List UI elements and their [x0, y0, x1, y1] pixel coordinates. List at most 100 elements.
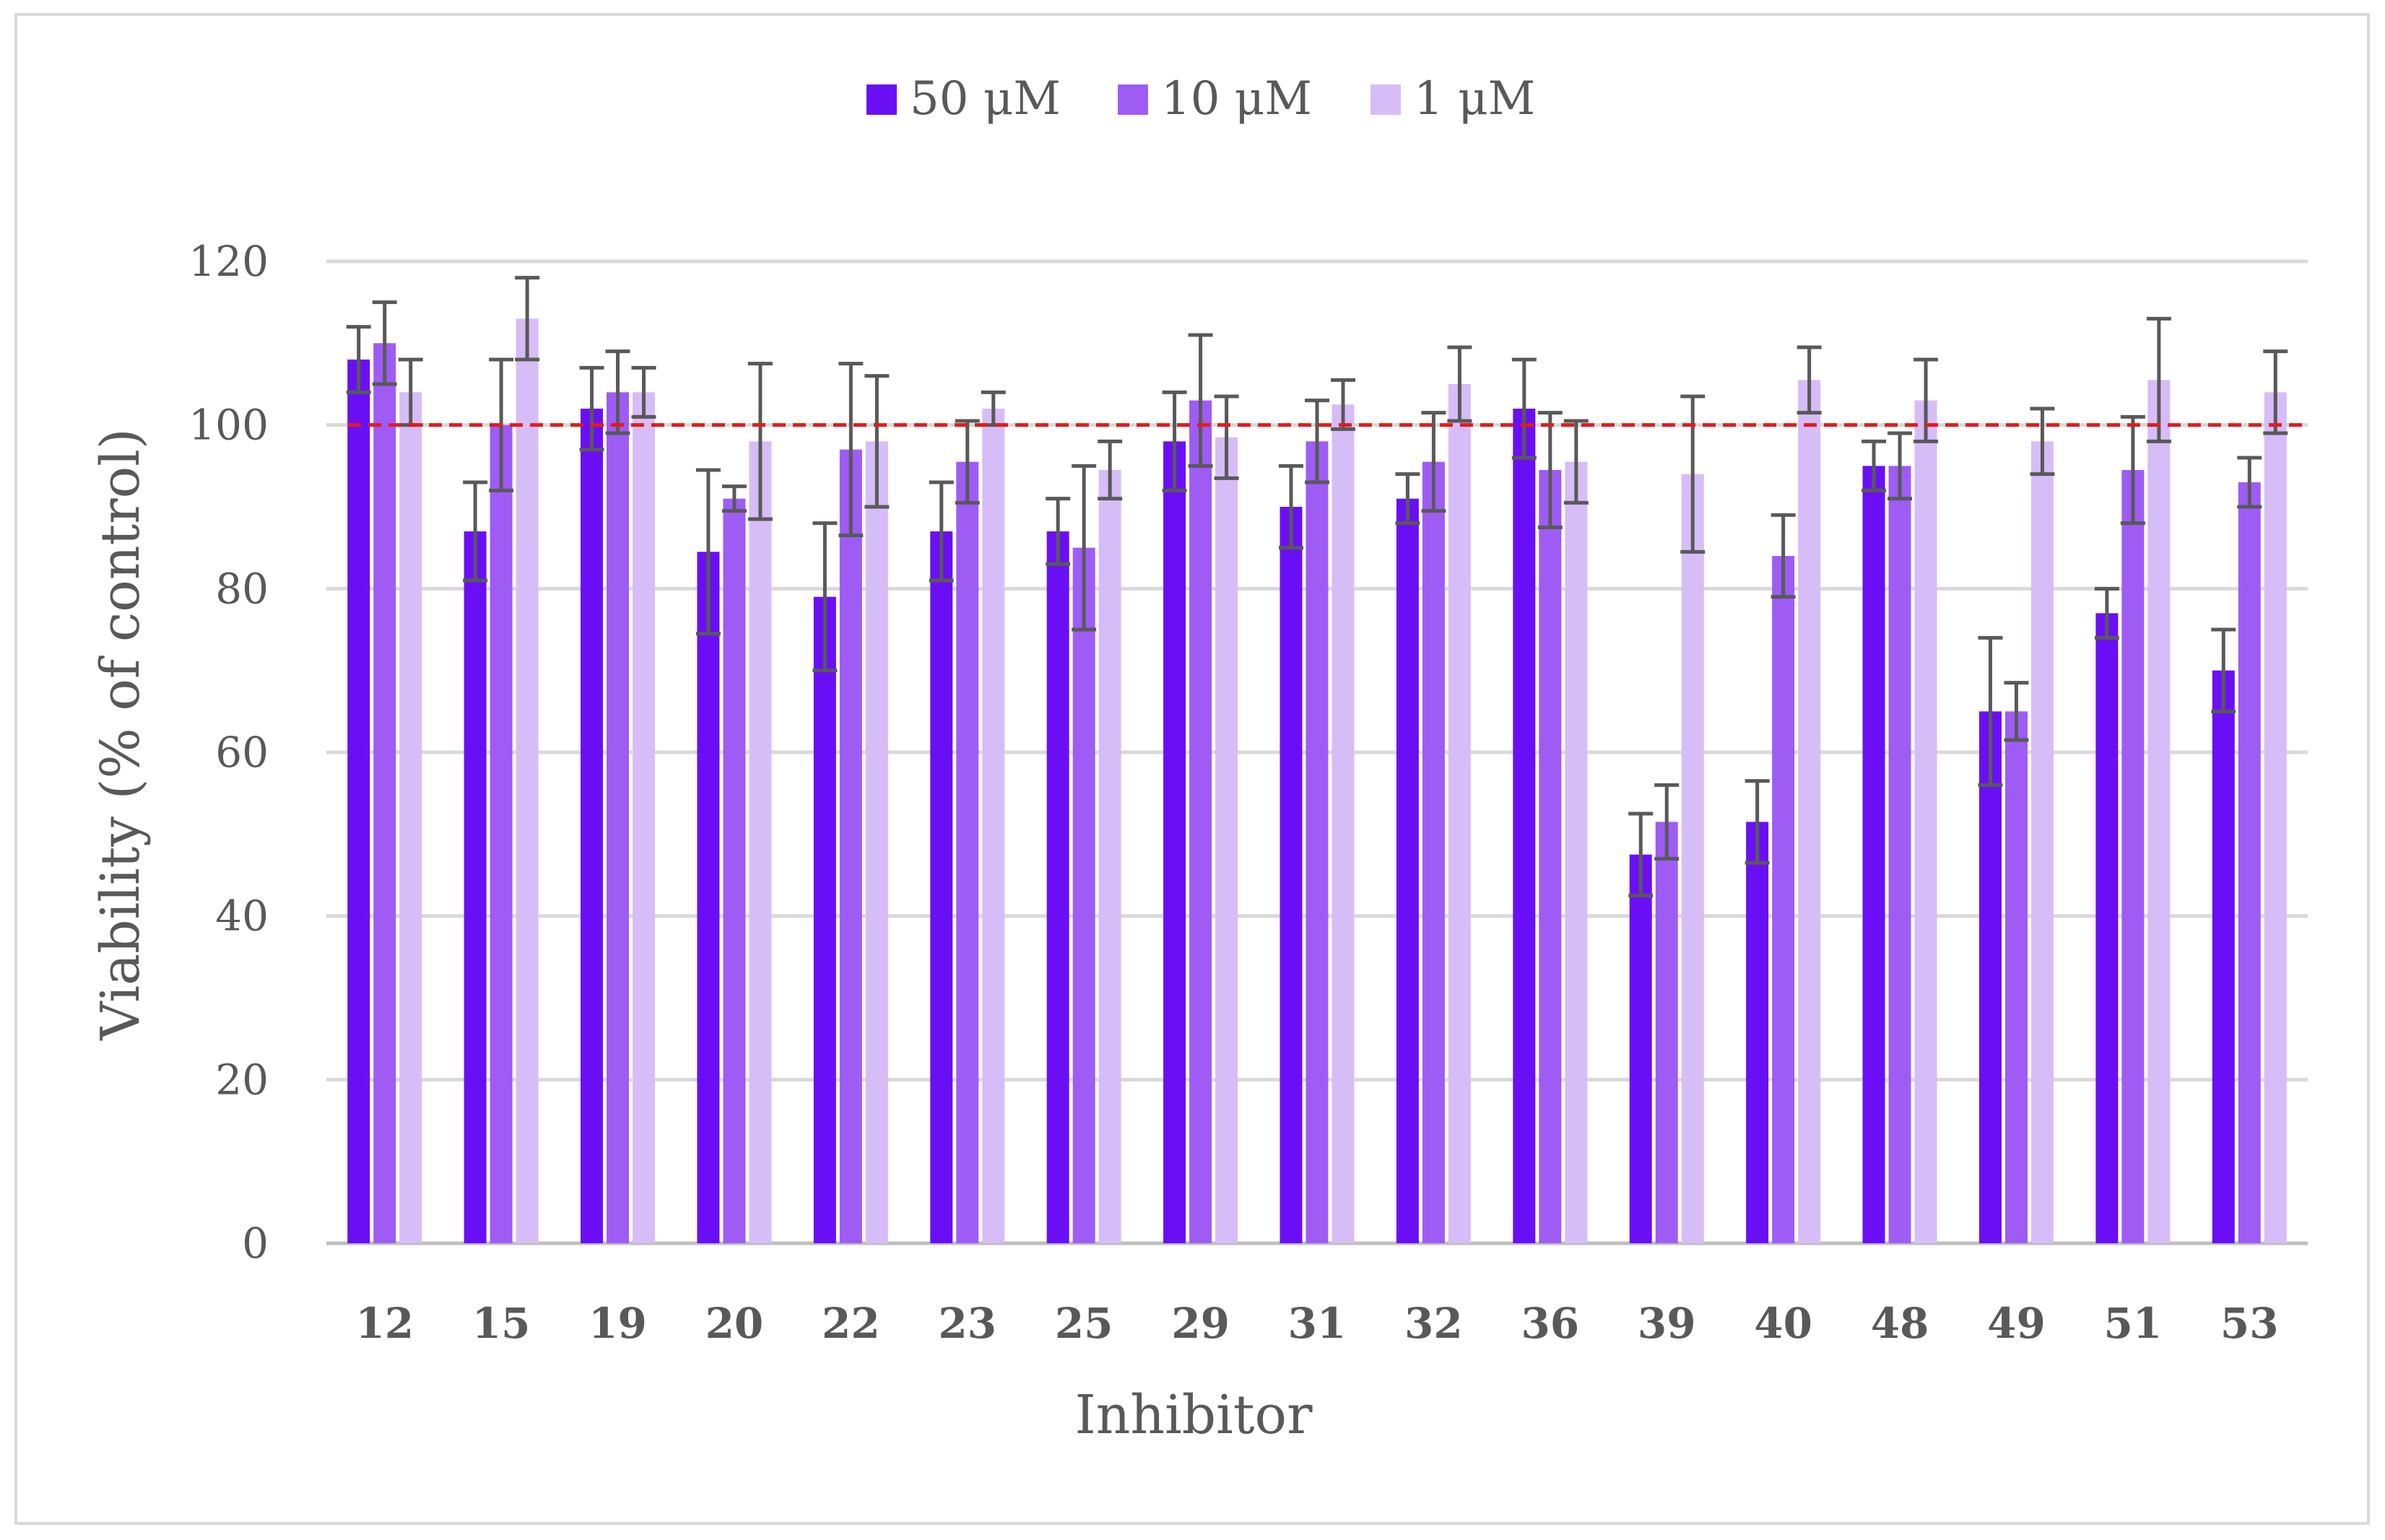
error-bar-36-series-1: [1511, 357, 1537, 460]
legend-label-3: 1 μM: [1414, 72, 1535, 126]
legend: 50 μM 10 μM 1 μM: [866, 72, 1535, 126]
bar-39-series-1: [1629, 854, 1652, 1243]
error-bar-20-series-3: [747, 362, 773, 521]
x-tick-label: 39: [1638, 1299, 1696, 1348]
x-axis-title: Inhibitor: [1075, 1384, 1313, 1446]
x-tick-label: 40: [1754, 1299, 1812, 1348]
bar-31-series-3: [1331, 404, 1355, 1244]
bar-32-series-3: [1448, 384, 1471, 1243]
bar-22-series-3: [865, 441, 888, 1244]
error-bar-15-series-1: [463, 480, 488, 583]
x-tick-label: 31: [1288, 1299, 1347, 1348]
bar-32-series-1: [1396, 498, 1419, 1243]
x-tick-labels: 12 15 19 20 22 23 25 29 31 32 36 39 40 48 49 51 53: [355, 1299, 2278, 1348]
x-tick-label: 36: [1521, 1299, 1579, 1348]
error-bar-48-series-3: [1913, 357, 1939, 443]
bar-53-series-2: [2238, 482, 2261, 1243]
bar-23-series-1: [930, 531, 953, 1243]
bar-15-series-1: [464, 531, 487, 1243]
error-bar-29-series-1: [1162, 390, 1187, 492]
bar-51-series-1: [2095, 613, 2119, 1243]
bar-19-series-2: [607, 392, 630, 1244]
error-bar-19-series-1: [579, 365, 604, 452]
error-bar-39-series-2: [1654, 783, 1680, 861]
error-bar-49-series-1: [1978, 635, 2003, 787]
error-bar-39-series-1: [1628, 812, 1654, 897]
bar-36-series-1: [1513, 409, 1536, 1243]
bar-51-series-2: [2121, 470, 2145, 1243]
bar-40-series-2: [1772, 556, 1795, 1243]
bar-39-series-2: [1655, 822, 1678, 1243]
x-tick-label: 51: [2104, 1299, 2163, 1348]
bar-31-series-1: [1280, 507, 1303, 1243]
y-tick-label: 100: [188, 401, 269, 450]
x-tick-label: 19: [588, 1299, 647, 1348]
x-tick-label: 20: [705, 1299, 764, 1348]
bar-12-series-3: [399, 392, 422, 1244]
bar-19-series-1: [581, 409, 604, 1243]
legend-swatch-2: [1118, 84, 1148, 115]
bar-25-series-1: [1046, 531, 1069, 1243]
error-bar-51-series-2: [2120, 414, 2145, 526]
legend-label-2: 10 μM: [1161, 72, 1312, 126]
y-tick-label: 60: [215, 728, 269, 777]
bar-49-series-3: [2030, 441, 2054, 1244]
y-tick-label: 80: [215, 564, 269, 613]
y-tick-label: 40: [215, 892, 269, 941]
error-bar-48-series-2: [1887, 431, 1913, 501]
error-bar-23-series-1: [929, 480, 954, 583]
bar-32-series-2: [1422, 461, 1445, 1243]
y-tick-label: 20: [215, 1055, 269, 1104]
bar-49-series-2: [2004, 711, 2028, 1243]
bar-36-series-3: [1565, 461, 1588, 1243]
error-bar-23-series-2: [955, 419, 980, 505]
error-bar-51-series-1: [2094, 586, 2119, 640]
error-bar-48-series-1: [1861, 439, 1887, 492]
error-bar-32-series-1: [1395, 472, 1420, 526]
bar-15-series-3: [516, 318, 539, 1243]
bar-39-series-3: [1681, 474, 1704, 1243]
bar-53-series-3: [2264, 392, 2287, 1244]
error-bar-12-series-2: [372, 300, 397, 386]
error-bar-32-series-3: [1447, 345, 1472, 423]
error-bar-53-series-1: [2211, 627, 2236, 713]
error-bar-20-series-1: [695, 468, 721, 636]
error-bar-29-series-2: [1188, 333, 1213, 468]
bar-25-series-2: [1072, 547, 1095, 1243]
legend-label-1: 50 μM: [910, 72, 1061, 126]
error-bar-40-series-1: [1745, 779, 1770, 865]
bar-48-series-1: [1862, 466, 1885, 1244]
bar-20-series-3: [749, 441, 772, 1244]
bar-12-series-2: [373, 343, 396, 1243]
x-tick-label: 53: [2220, 1299, 2279, 1348]
error-bar-19-series-3: [631, 365, 656, 419]
bar-23-series-2: [956, 461, 979, 1243]
bar-36-series-2: [1539, 470, 1562, 1243]
error-bar-25-series-2: [1072, 464, 1097, 632]
bar-51-series-3: [2147, 380, 2171, 1244]
error-bar-15-series-3: [515, 276, 540, 362]
bar-25-series-3: [1098, 470, 1121, 1243]
bar-40-series-3: [1798, 380, 1821, 1244]
error-bar-31-series-3: [1331, 378, 1355, 431]
error-bar-53-series-3: [2263, 349, 2288, 435]
error-bar-40-series-2: [1771, 513, 1796, 599]
bar-22-series-2: [839, 449, 862, 1243]
bar-40-series-1: [1746, 822, 1769, 1243]
error-bar-12-series-1: [346, 325, 371, 394]
bar-15-series-2: [490, 425, 513, 1243]
x-tick-label: 29: [1171, 1299, 1230, 1348]
error-bar-25-series-3: [1098, 439, 1123, 501]
bar-49-series-1: [1978, 711, 2002, 1243]
bars: [347, 318, 2287, 1244]
legend-swatch-3: [1370, 84, 1401, 115]
error-bar-39-series-3: [1680, 394, 1706, 554]
bar-23-series-3: [982, 409, 1005, 1243]
x-tick-label: 25: [1055, 1299, 1113, 1348]
error-bars: [346, 276, 2288, 897]
bar-29-series-3: [1215, 437, 1238, 1243]
bar-19-series-3: [633, 392, 656, 1244]
bar-22-series-1: [813, 596, 836, 1243]
x-tick-label: 22: [822, 1299, 880, 1348]
